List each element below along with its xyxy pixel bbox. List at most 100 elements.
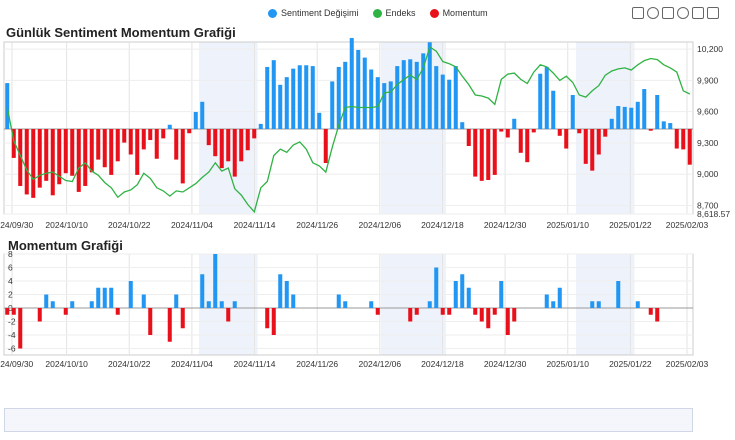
sentiment-bar [681,129,686,150]
sentiment-bar [538,73,543,129]
momentum-bar [414,308,419,315]
sentiment-bar [5,83,10,129]
momentum-bar [453,281,458,308]
sentiment-bar [668,123,673,129]
legend-label: Endeks [385,8,416,18]
sentiment-bar [330,81,335,129]
sentiment-bar [531,129,536,133]
sentiment-bar [622,106,627,129]
x-tick-label-bottom: 2024/11/04 [171,359,213,369]
momentum-bar [180,308,185,329]
x-tick-label-bottom: 2025/02/03 [666,359,709,369]
sentiment-bar [128,129,133,155]
chart-toolbar [632,7,719,19]
sentiment-bar [44,129,49,181]
x-tick-label-top: 2024/11/26 [296,220,338,230]
sentiment-bar [414,61,419,129]
sentiment-bar [401,60,406,129]
sentiment-bar [271,60,276,129]
x-tick-label-top: 2024/11/04 [171,220,213,230]
momentum-bar [486,308,491,329]
sentiment-bar [434,66,439,129]
data-zoom-slider[interactable] [4,408,693,432]
y-tick-label-bottom: -4 [8,330,16,340]
sentiment-bar [200,101,205,129]
sentiment-bar [473,129,478,177]
momentum-bar [37,308,42,322]
sentiment-bar [180,129,185,184]
sentiment-bar [37,129,42,188]
legend-item-sentiment[interactable]: Sentiment Değişimi [268,8,359,18]
momentum-bar [18,308,23,349]
lasso-select-icon[interactable] [647,7,659,19]
legend-dot-icon [429,8,439,18]
momentum-bar [167,308,172,342]
y-tick-label-bottom: 2 [8,290,13,300]
sentiment-bar [135,129,140,175]
sentiment-bar [544,66,549,129]
sentiment-bar [440,74,445,129]
sentiment-bar [161,129,166,139]
momentum-bar [596,301,601,308]
sentiment-bar [174,129,179,160]
x-tick-label-top: 2024/10/22 [108,220,151,230]
legend: Sentiment Değişimi Endeks Momentum [268,8,488,18]
momentum-bar [427,301,432,308]
momentum-bar [70,301,75,308]
background-band-bottom [576,254,635,355]
sentiment-bar [317,112,322,129]
sentiment-bar [304,65,309,129]
sentiment-bar [479,129,484,181]
momentum-bar [291,294,296,308]
x-tick-label-bottom: 2024/10/10 [45,359,88,369]
momentum-bar [115,308,120,315]
sentiment-bar [323,129,328,163]
x-tick-label-top: 2024/10/10 [45,220,88,230]
sentiment-bar [24,129,29,195]
y2-tick-label: 8,618.57 [697,209,730,219]
legend-item-momentum[interactable]: Momentum [429,8,488,18]
sentiment-bar [213,129,218,157]
sentiment-bar [570,95,575,129]
sentiment-bar [154,129,159,159]
zoom-reset-icon[interactable] [677,7,689,19]
sentiment-bar [518,129,523,153]
chart-title-momentum: Momentum Grafiği [8,238,123,253]
momentum-bar [206,301,211,308]
sentiment-bar [395,66,400,129]
sentiment-bar [167,124,172,129]
legend-item-endeks[interactable]: Endeks [372,8,416,18]
momentum-bar [479,308,484,322]
momentum-bar [336,294,341,308]
sentiment-bar [375,77,380,129]
momentum-bar [174,294,179,308]
y-tick-label-bottom: 6 [8,263,13,273]
sentiment-bar [122,129,127,143]
rect-select-icon[interactable] [632,7,644,19]
sentiment-bar [466,129,471,146]
sentiment-bar [57,129,62,185]
restore-icon[interactable] [692,7,704,19]
sentiment-bar [50,129,55,196]
x-tick-label-top: 2025/01/10 [546,220,589,230]
save-image-icon[interactable] [707,7,719,19]
y2-tick-label: 10,200 [697,44,723,54]
sentiment-bar [362,57,367,129]
sentiment-bar [427,42,432,129]
sentiment-bar [76,129,81,192]
momentum-bar [466,287,471,308]
momentum-bar [50,301,55,308]
momentum-bar [590,301,595,308]
x-tick-label-top: 2024/12/30 [484,220,527,230]
sentiment-bar [297,65,302,129]
sentiment-bar [141,129,146,150]
sentiment-bar [193,112,198,129]
background-band-top [199,42,258,214]
sentiment-bar [577,129,582,134]
sentiment-bar [557,129,562,136]
sentiment-bar [11,129,16,158]
zoom-icon[interactable] [662,7,674,19]
momentum-bar [11,308,16,315]
momentum-bar [635,301,640,308]
momentum-bar [219,301,224,308]
